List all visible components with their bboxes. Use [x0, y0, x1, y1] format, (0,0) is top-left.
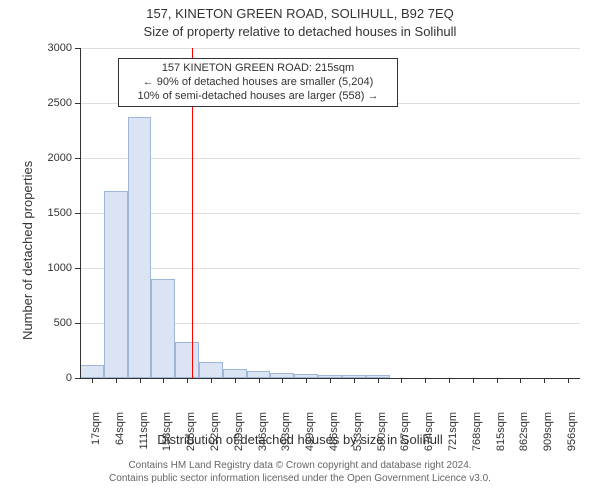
grid-line	[80, 48, 580, 49]
histogram-bar	[175, 342, 199, 378]
x-axis-line	[80, 378, 580, 379]
chart-subtitle: Size of property relative to detached ho…	[0, 24, 600, 39]
grid-line	[80, 268, 580, 269]
y-tick-label: 500	[32, 317, 72, 329]
y-tick-label: 0	[32, 372, 72, 384]
histogram-bar	[128, 117, 152, 378]
histogram-bar	[104, 191, 128, 378]
histogram-bar	[247, 371, 271, 378]
grid-line	[80, 213, 580, 214]
attribution-line: Contains public sector information licen…	[0, 473, 600, 486]
grid-line	[80, 158, 580, 159]
y-tick-label: 1500	[32, 207, 72, 219]
y-axis-label: Number of detached properties	[20, 161, 35, 340]
y-tick-label: 2500	[32, 97, 72, 109]
annotation-line: ← 90% of detached houses are smaller (5,…	[125, 76, 391, 90]
attribution-text: Contains HM Land Registry data © Crown c…	[0, 460, 600, 485]
histogram-bar	[80, 365, 104, 378]
y-axis-line	[80, 48, 81, 378]
histogram-bar	[223, 369, 247, 378]
page-container: { "titles": { "line1": "157, KINETON GRE…	[0, 0, 600, 500]
annotation-line: 157 KINETON GREEN ROAD: 215sqm	[125, 62, 391, 76]
y-tick-label: 2000	[32, 152, 72, 164]
page-title: 157, KINETON GREEN ROAD, SOLIHULL, B92 7…	[0, 6, 600, 21]
annotation-box: 157 KINETON GREEN ROAD: 215sqm← 90% of d…	[118, 58, 398, 107]
attribution-line: Contains HM Land Registry data © Crown c…	[0, 460, 600, 473]
y-tick-label: 1000	[32, 262, 72, 274]
y-tick-label: 3000	[32, 42, 72, 54]
histogram-bar	[151, 279, 175, 378]
annotation-line: 10% of semi-detached houses are larger (…	[125, 90, 391, 104]
x-axis-label: Distribution of detached houses by size …	[0, 432, 600, 447]
histogram-bar	[199, 362, 223, 379]
